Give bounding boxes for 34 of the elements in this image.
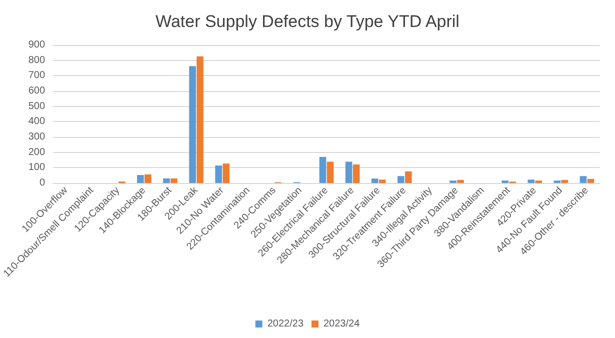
bar xyxy=(404,171,412,183)
bar xyxy=(561,180,568,183)
bar xyxy=(170,178,178,183)
bar xyxy=(587,178,594,183)
bar xyxy=(352,164,360,183)
y-tick-label: 500 xyxy=(28,100,46,112)
y-tick-label: 100 xyxy=(28,162,46,174)
bar xyxy=(189,66,196,183)
bar xyxy=(326,162,334,183)
bar xyxy=(137,175,144,183)
bar xyxy=(457,180,464,183)
bar xyxy=(345,162,352,183)
bar xyxy=(163,178,170,183)
y-tick-label: 900 xyxy=(28,40,46,50)
bar xyxy=(580,176,587,183)
legend-label: 2022/23 xyxy=(267,318,304,330)
y-tick-label: 400 xyxy=(28,116,46,128)
bar xyxy=(378,180,386,183)
y-tick-label: 800 xyxy=(28,54,46,66)
bar xyxy=(528,180,535,183)
bar xyxy=(222,164,230,183)
bar xyxy=(319,156,326,183)
y-tick-label: 600 xyxy=(28,86,46,96)
y-tick-label: 300 xyxy=(28,132,46,142)
bar xyxy=(371,178,378,183)
y-tick-label: 200 xyxy=(28,146,46,158)
bar xyxy=(397,176,404,183)
y-tick-label: 700 xyxy=(28,70,46,82)
y-tick-label: 0 xyxy=(39,178,46,188)
bar xyxy=(144,174,152,183)
bar xyxy=(196,56,204,183)
bar xyxy=(215,166,222,183)
legend-label: 2023/24 xyxy=(324,318,360,330)
chart-title: Water Supply Defects by Type YTD April xyxy=(156,12,460,31)
